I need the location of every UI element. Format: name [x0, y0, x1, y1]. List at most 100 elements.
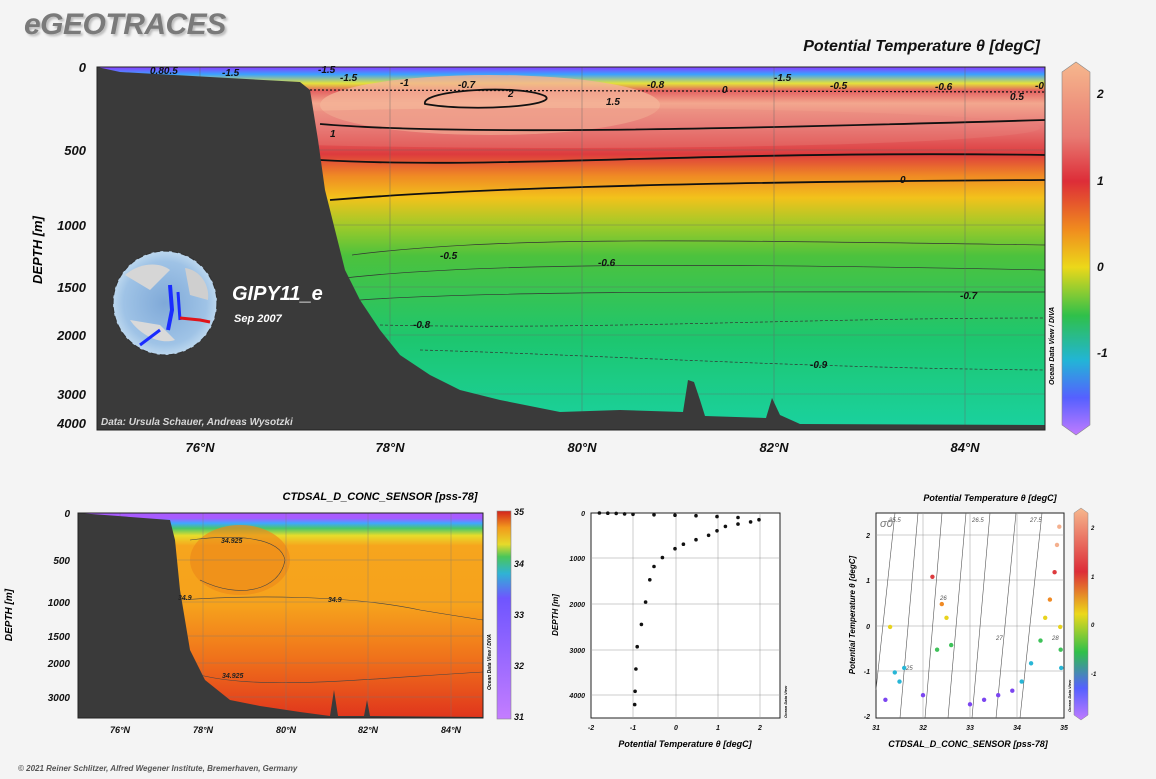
x-tick-label: 35: [1060, 725, 1068, 732]
x-tick-label: 78°N: [193, 725, 214, 735]
profile-point: [660, 555, 665, 560]
contour-label: 0: [900, 175, 906, 186]
brand-logo-text: eGEOTRACES: [24, 8, 226, 41]
contour-label: -0.6: [598, 258, 616, 269]
data-credit: Data: Ursula Schauer, Andreas Wysotzki: [101, 417, 293, 428]
profile-point: [715, 514, 719, 519]
ts-point: [1054, 542, 1060, 548]
profile-point: [748, 520, 753, 524]
y-tick-label: 1000: [48, 598, 71, 609]
contour-label: -1.5: [318, 65, 336, 76]
ts-point: [996, 693, 1001, 698]
cruise-date: Sep 2007: [234, 313, 282, 325]
y-tick-label: 2: [865, 533, 870, 540]
y-tick-label: 0: [79, 60, 87, 75]
x-tick-label: 80°N: [276, 725, 297, 735]
ts-point: [883, 697, 888, 702]
y-tick-label: 500: [64, 143, 86, 158]
cruise-name: GIPY11_e: [232, 283, 323, 305]
contour-label: 34.925: [221, 538, 243, 545]
profile-point: [715, 529, 719, 533]
ts-point: [892, 670, 897, 675]
x-tick-label: 34: [1013, 725, 1021, 732]
isopycnal-label: 27: [995, 636, 1003, 642]
y-tick-label: 1000: [57, 218, 87, 233]
ts-point: [949, 642, 954, 648]
y-tick-label: 500: [53, 556, 70, 567]
profile-y-axis-label: DEPTH [m]: [551, 594, 560, 636]
x-tick-label: 84°N: [950, 440, 980, 455]
profile-point: [652, 564, 656, 569]
profile-point: [597, 511, 602, 515]
ts-point: [920, 693, 926, 698]
temperature-section-field: [97, 67, 1045, 430]
contour-label: -0.5: [440, 251, 458, 262]
contour-label: -0.9: [810, 360, 828, 371]
profile-point: [622, 512, 627, 516]
ts-point: [1058, 647, 1063, 652]
x-tick-label: 76°N: [185, 440, 215, 455]
y-tick-label: 2000: [568, 602, 585, 609]
ts-point: [934, 647, 940, 652]
y-tick-label: 4000: [568, 693, 585, 700]
colorbar-tick: 2: [1096, 87, 1104, 101]
colorbar-tick: -1: [1097, 346, 1108, 360]
isopycnal-label: 26.5: [971, 518, 984, 524]
x-tick-label: 78°N: [375, 440, 405, 455]
x-tick-label: 76°N: [110, 725, 131, 735]
contour-label: -0.8: [413, 320, 431, 331]
profile-point: [736, 522, 740, 526]
ts-point: [981, 697, 987, 702]
odv-watermark: Ocean Data View / DIVA: [1049, 307, 1056, 385]
y-tick-label: 1500: [48, 632, 71, 643]
ts-point: [1052, 570, 1057, 575]
salinity-seafloor: [78, 513, 483, 718]
sigma-label: σ0: [880, 518, 894, 530]
profile-point: [706, 533, 711, 538]
y-tick-label: 0: [866, 624, 870, 631]
y-tick-label: 0: [581, 511, 585, 518]
y-tick-label: 3000: [57, 387, 87, 402]
colorbar-tick: 32: [514, 661, 524, 671]
contour-label: 34.9: [328, 597, 342, 604]
profile-point: [757, 517, 761, 522]
x-tick-label: 0: [674, 725, 678, 732]
profile-point: [606, 511, 610, 515]
ts-point: [1028, 661, 1034, 666]
x-tick-label: -2: [588, 725, 594, 732]
colorbar-tick: -1: [1091, 672, 1097, 678]
profile-points: [597, 511, 761, 707]
contour-label: -1.5: [222, 68, 240, 79]
temperature-colorbar: 2 1 0 -1: [1061, 61, 1108, 436]
contour-label: -0.5: [830, 81, 848, 92]
x-tick-label: 80°N: [567, 440, 597, 455]
contour-label: 0.80.5: [150, 66, 178, 77]
y-tick-label: 2000: [56, 328, 87, 343]
contour-label: -1.5: [340, 73, 358, 84]
profile-point: [635, 644, 639, 649]
profile-point: [614, 511, 618, 516]
isopycnal-label: 25.5: [888, 518, 901, 524]
copyright-footer: © 2021 Reiner Schlitzer, Alfred Wegener …: [18, 764, 298, 773]
ts-point: [1047, 597, 1053, 602]
odv-watermark: Ocean Data View / DIVA: [487, 634, 493, 690]
colorbar-tick: 31: [514, 712, 524, 722]
y-tick-label: 3000: [48, 693, 71, 704]
colorbar-tick: 2: [1090, 526, 1095, 532]
profile-point: [652, 513, 656, 517]
contour-label: -1: [400, 78, 409, 89]
ts-plot-title: Potential Temperature θ [degC]: [923, 493, 1057, 503]
isopycnal-label: 25: [905, 666, 913, 672]
x-tick-label: 32: [919, 725, 927, 732]
profile-point: [633, 689, 637, 694]
station-map-inset: [112, 250, 218, 356]
contour-label: -0.6: [935, 82, 953, 93]
seafloor-bathymetry: [97, 67, 1045, 430]
ts-point: [939, 601, 944, 607]
x-tick-label: 82°N: [358, 725, 379, 735]
y-tick-label: 4000: [56, 416, 87, 431]
contour-label: -1.5: [774, 73, 792, 84]
ts-y-axis-label: Potential Temperature θ [degC]: [848, 555, 857, 674]
ts-point: [930, 574, 935, 579]
